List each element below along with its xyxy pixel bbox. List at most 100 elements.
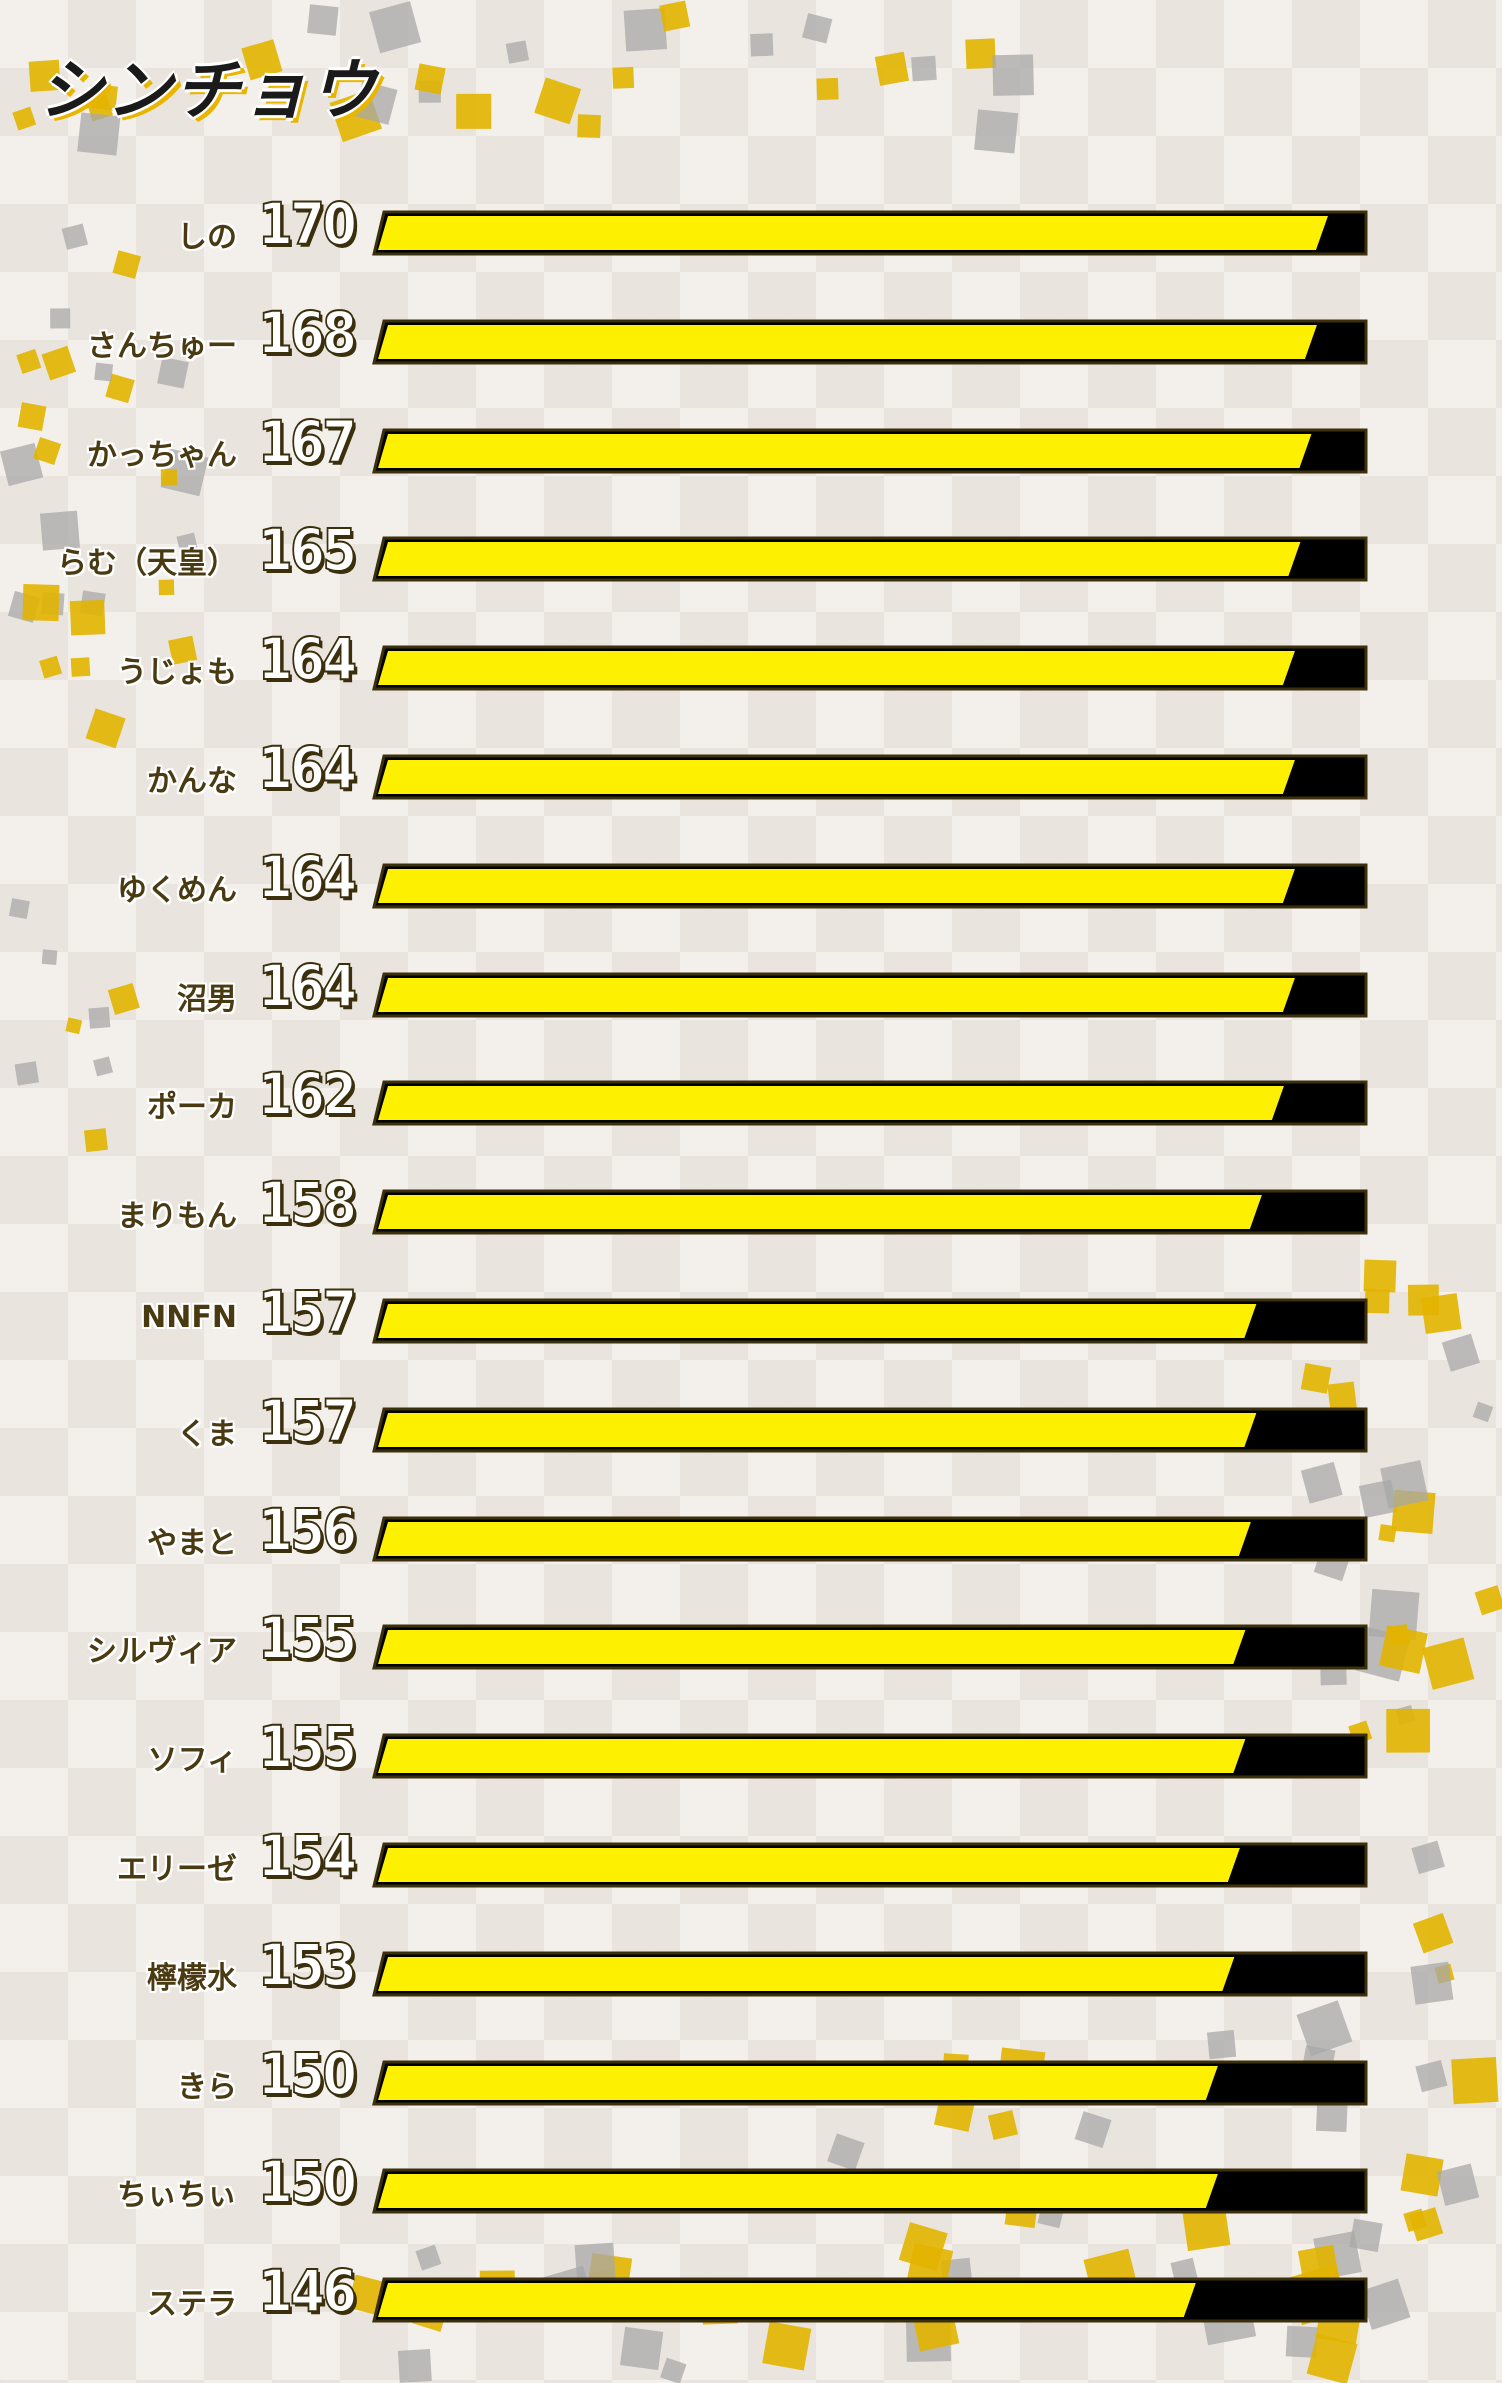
bar-track [372, 2168, 1368, 2214]
confetti-square [1386, 1708, 1431, 1753]
confetti-square [112, 250, 142, 279]
bar-fill [378, 1630, 1246, 1665]
bar-fill [378, 1304, 1257, 1338]
confetti-square [801, 13, 833, 44]
value-label: 157 [257, 1277, 358, 1347]
confetti-square [1300, 1461, 1343, 1504]
bar-row: らむ（天皇） 165 [0, 512, 1502, 621]
bar-row: ソフィ 155 [0, 1709, 1502, 1818]
category-label: ゆくめん [117, 872, 237, 908]
confetti-square [65, 1017, 83, 1035]
confetti-square [415, 2244, 442, 2271]
value-label: 170 [257, 189, 358, 259]
bar-track [372, 1407, 1368, 1453]
confetti-square [1408, 2207, 1444, 2242]
value-label: 157 [257, 1386, 358, 1456]
category-label: きら [177, 2069, 237, 2105]
confetti-square [157, 356, 189, 389]
bar-fill [378, 1956, 1235, 1991]
bar-track [372, 428, 1368, 474]
confetti-square [1378, 1524, 1397, 1543]
confetti-square [1315, 2100, 1348, 2133]
confetti-square [28, 59, 61, 92]
confetti-square [874, 51, 910, 86]
value-label: 167 [257, 407, 358, 477]
value-label: 155 [257, 1712, 358, 1782]
confetti-square [1349, 2218, 1383, 2253]
confetti-square [1306, 2333, 1358, 2383]
bar-fill [378, 1848, 1240, 1882]
value-label: 164 [257, 842, 358, 912]
confetti-square [77, 112, 121, 156]
bar-row: かっちゃん 167 [0, 404, 1502, 513]
value-label: 158 [257, 1168, 358, 1238]
bar-fill [378, 2174, 1218, 2209]
value-label: 164 [257, 951, 358, 1021]
category-label: まりもん [117, 1199, 237, 1235]
confetti-square [1415, 2059, 1448, 2093]
confetti-square [1410, 1961, 1454, 2005]
confetti-square [8, 898, 30, 920]
confetti-square [92, 1056, 114, 1077]
bar-track [372, 1298, 1368, 1344]
confetti-square [1411, 1840, 1445, 1875]
category-label: しの [177, 220, 237, 255]
bar-track [372, 1189, 1368, 1235]
bar-track [372, 972, 1368, 1018]
confetti-square [369, 1, 422, 54]
confetti-square [69, 599, 106, 636]
confetti-square [1420, 1293, 1462, 1335]
confetti-square [750, 33, 774, 57]
confetti-square [1363, 1259, 1397, 1293]
bar-row: ポーカ 162 [0, 1056, 1502, 1165]
confetti-square [0, 442, 44, 487]
chart-title: シンチョウ [38, 52, 378, 129]
confetti-square [61, 223, 89, 250]
bar-fill [378, 868, 1295, 903]
confetti-square [39, 510, 80, 551]
category-label: くま [177, 1416, 237, 1452]
confetti-square [41, 345, 77, 381]
value-label: 150 [257, 2039, 358, 2109]
confetti-square [105, 373, 135, 404]
confetti-square [107, 982, 140, 1015]
bar-fill [378, 1086, 1284, 1121]
confetti-square [397, 2348, 432, 2383]
value-label: 153 [257, 1930, 358, 2000]
confetti-square [17, 402, 47, 432]
bar-row: やまと 156 [0, 1492, 1502, 1601]
confetti-square [1285, 2325, 1318, 2358]
confetti-square [1327, 1381, 1357, 1411]
confetti-square [353, 80, 398, 125]
value-label: 155 [257, 1603, 358, 1673]
bar-track [372, 1080, 1368, 1126]
confetti-square [33, 436, 62, 466]
bar-row: NNFN 157 [0, 1274, 1502, 1383]
confetti-square [1359, 2278, 1411, 2330]
bar-fill [378, 2065, 1218, 2100]
bar-track [372, 2060, 1368, 2106]
value-label: 150 [257, 2147, 358, 2217]
confetti-square [1400, 2153, 1444, 2197]
confetti-square [1472, 1401, 1494, 1423]
bar-row: ゆくめん 164 [0, 839, 1502, 948]
category-label: うじょも [117, 655, 237, 691]
category-label: ポーカ [147, 1090, 237, 1126]
bar-row: エリーゼ 154 [0, 1818, 1502, 1927]
confetti-square [1364, 1288, 1390, 1314]
bar-row: しの 170 [0, 186, 1502, 295]
bar-fill [378, 1195, 1262, 1230]
confetti-square [1421, 1637, 1475, 1690]
category-label: ソフィ [147, 1743, 237, 1779]
bar-fill [378, 1412, 1257, 1447]
confetti-square [1181, 2202, 1231, 2252]
category-label: エリーゼ [117, 1852, 237, 1887]
confetti-square [965, 38, 996, 70]
confetti-square [22, 584, 60, 622]
bar-row: かんな 164 [0, 730, 1502, 839]
bar-track [372, 863, 1368, 909]
bar-row: シルヴィア 155 [0, 1600, 1502, 1709]
confetti-square [1296, 2000, 1353, 2057]
confetti-square [88, 1006, 111, 1029]
bar-fill [378, 542, 1301, 577]
